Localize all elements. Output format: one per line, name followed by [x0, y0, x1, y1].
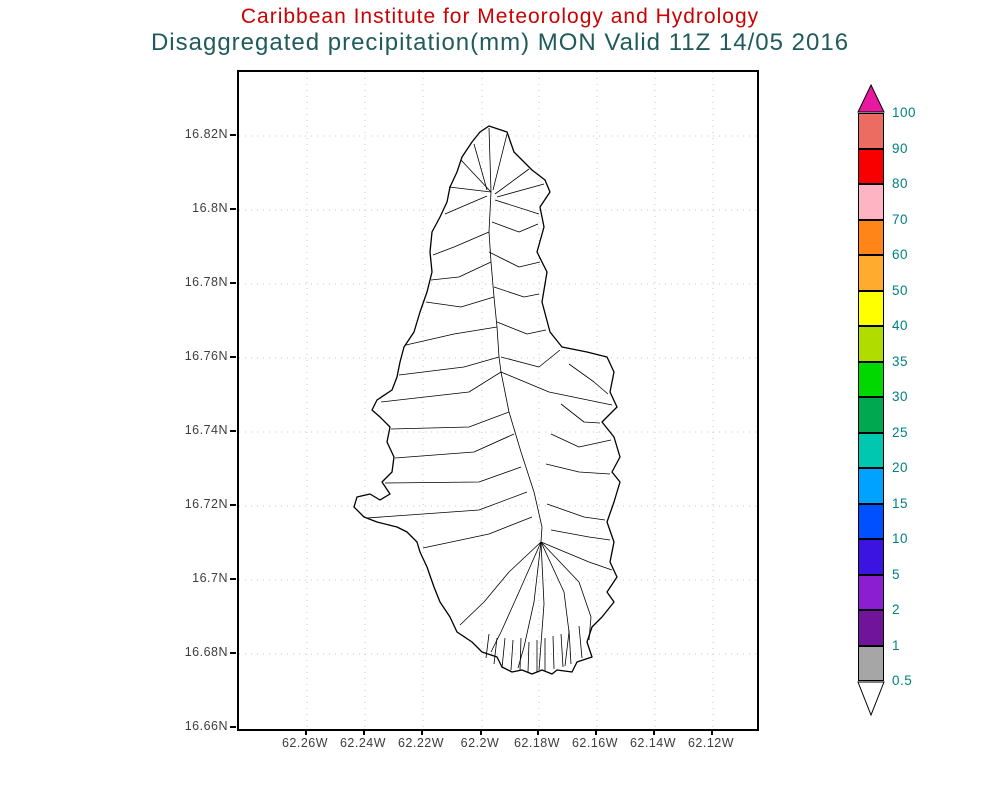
lon-tick-label: 62.24W — [339, 736, 387, 750]
legend-color-box — [858, 503, 884, 539]
lat-tick-mark — [230, 356, 236, 358]
legend-color-box — [858, 432, 884, 468]
lon-tick-mark — [653, 729, 655, 735]
watershed-map — [239, 72, 757, 729]
lon-tick-label: 62.22W — [397, 736, 445, 750]
legend-scale-label: 60 — [892, 247, 909, 262]
legend-arrow-top-icon — [857, 83, 885, 113]
legend-scale-label: 50 — [892, 282, 909, 298]
island-coastline-outline — [353, 125, 621, 675]
lat-tick-mark — [230, 282, 236, 284]
legend-color-box — [858, 468, 884, 504]
legend-scale-label: 80 — [892, 176, 909, 191]
legend-scale-label: 40 — [892, 318, 909, 333]
lon-tick-mark — [480, 729, 482, 735]
lon-tick-mark — [711, 729, 713, 735]
lon-tick-mark — [537, 729, 539, 735]
lat-tick-mark — [230, 134, 236, 136]
lat-tick-label: 16.66N — [184, 719, 228, 733]
legend-scale-label: 90 — [892, 140, 909, 156]
lon-tick-label: 62.26W — [281, 736, 329, 750]
legend-color-box — [858, 539, 884, 575]
lat-tick-label: 16.72N — [184, 497, 228, 511]
lat-tick-mark — [230, 726, 236, 728]
lon-tick-label: 62.14W — [629, 736, 677, 750]
legend-scale-label: 0.5 — [892, 673, 913, 688]
lat-tick-mark — [230, 652, 236, 654]
lon-tick-mark — [595, 729, 597, 735]
legend-scale-label: 1 — [892, 637, 901, 653]
legend-color-box — [858, 361, 884, 397]
legend-color-box — [858, 574, 884, 610]
legend-color-box — [858, 255, 884, 291]
legend-color-box — [858, 219, 884, 255]
legend-scale-label: 100 — [892, 105, 917, 120]
lon-tick-label: 62.18W — [513, 736, 561, 750]
plot-title: Disaggregated precipitation(mm) MON Vali… — [150, 29, 850, 56]
legend-scale-label: 30 — [892, 389, 909, 404]
institute-title: Caribbean Institute for Meteorology and … — [240, 5, 760, 28]
legend-scale-label: 2 — [892, 602, 901, 617]
legend-color-box — [858, 326, 884, 362]
lon-tick-mark — [305, 729, 307, 735]
graticule-gridlines — [239, 72, 757, 729]
lon-tick-mark — [421, 729, 423, 735]
lat-tick-mark — [230, 430, 236, 432]
legend-scale-label: 10 — [892, 531, 909, 546]
lon-tick-label: 62.16W — [571, 736, 619, 750]
watershed-boundary-lines — [366, 127, 613, 673]
map-plot-area — [237, 70, 759, 731]
legend-scale-label: 70 — [892, 211, 909, 227]
legend-color-box — [858, 397, 884, 433]
lat-tick-label: 16.8N — [192, 201, 228, 215]
legend-scale-label: 25 — [892, 424, 909, 440]
lat-tick-label: 16.76N — [184, 349, 228, 363]
legend-color-box — [858, 645, 884, 681]
legend-color-box — [858, 148, 884, 184]
legend-color-box — [858, 290, 884, 326]
legend-scale-label: 35 — [892, 353, 909, 369]
lon-tick-label: 62.2W — [460, 736, 500, 750]
lat-tick-mark — [230, 504, 236, 506]
legend-color-box — [858, 113, 884, 149]
legend-scale-label: 5 — [892, 566, 901, 582]
legend-scale-label: 15 — [892, 495, 909, 511]
lon-tick-label: 62.12W — [687, 736, 735, 750]
lat-tick-label: 16.74N — [184, 423, 228, 437]
lat-tick-label: 16.78N — [184, 275, 228, 289]
lat-tick-label: 16.7N — [192, 571, 228, 585]
lat-tick-label: 16.68N — [184, 645, 228, 659]
legend-color-box — [858, 610, 884, 646]
legend-color-box — [858, 184, 884, 220]
lat-tick-mark — [230, 208, 236, 210]
legend-scale-label: 20 — [892, 460, 909, 475]
lon-tick-mark — [363, 729, 365, 735]
lat-tick-mark — [230, 578, 236, 580]
legend-arrow-bottom-icon — [857, 681, 885, 717]
lat-tick-label: 16.82N — [184, 127, 228, 141]
